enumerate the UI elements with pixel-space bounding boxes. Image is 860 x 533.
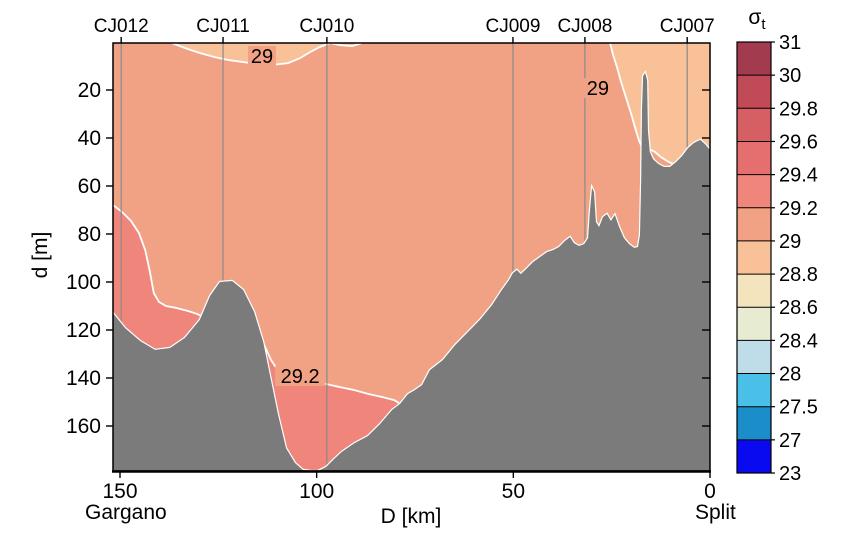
colorbar-tick-label: 29.4 <box>779 165 818 187</box>
colorbar-segment <box>737 274 771 308</box>
station-label-CJ009: CJ009 <box>485 16 540 37</box>
y-tick-label: 20 <box>78 79 101 102</box>
colorbar-tick-label: 28.4 <box>779 330 818 352</box>
colorbar-tick-label: 28 <box>779 364 801 386</box>
y-tick-label: 40 <box>78 127 101 150</box>
colorbar-tick-label: 30 <box>779 65 801 87</box>
colorbar-title: σt <box>735 6 779 33</box>
station-label-CJ011: CJ011 <box>196 16 250 37</box>
x-tick-label: 100 <box>299 480 334 503</box>
x-tick-label: 50 <box>502 480 525 503</box>
contour-line-c29_surface_lens <box>171 43 363 66</box>
contour-label: 29 <box>251 46 273 68</box>
colorbar-tick-label: 29.6 <box>779 131 818 153</box>
y-tick-label: 160 <box>66 415 101 438</box>
colorbar-tick-label: 29.8 <box>779 98 818 120</box>
sigma-subscript: t <box>761 16 766 34</box>
colorbar-segment <box>737 340 771 374</box>
station-label-CJ010: CJ010 <box>299 16 354 37</box>
right-endpoint-label: Split <box>695 501 736 524</box>
colorbar-tick-label: 31 <box>779 32 801 54</box>
contour-label-gap <box>583 78 612 99</box>
colorbar-segment <box>737 174 771 208</box>
x-tick-label: 150 <box>102 480 137 503</box>
colorbar-segment <box>737 42 771 76</box>
left-endpoint-label: Gargano <box>85 501 167 524</box>
sigma-symbol: σ <box>748 6 762 29</box>
colorbar-segment <box>737 75 771 109</box>
y-tick-label: 120 <box>66 319 101 342</box>
colorbar-tick-label: 27 <box>779 430 801 452</box>
contour-label: 29 <box>587 78 609 100</box>
x-tick-label: 0 <box>704 480 716 503</box>
colorbar-segment <box>737 373 771 407</box>
colorbar-tick-label: 28.6 <box>779 297 818 319</box>
y-tick-label: 60 <box>78 175 101 198</box>
y-tick-label: 100 <box>66 271 101 294</box>
band-28.8-29-right-region <box>610 43 710 174</box>
station-label-CJ007: CJ007 <box>660 16 715 37</box>
colorbar-tick-label: 29.2 <box>779 198 818 220</box>
colorbar-tick-label: 29 <box>779 231 801 253</box>
x-axis-label: D [km] <box>380 505 442 528</box>
contour-line-c29p2_left_wedge <box>113 204 206 319</box>
colorbar-segment <box>737 141 771 175</box>
colorbar-segment <box>737 240 771 275</box>
y-tick-label: 80 <box>78 223 101 246</box>
station-label-CJ008: CJ008 <box>557 16 612 37</box>
colorbar-segment <box>737 307 771 341</box>
colorbar: 31 30 29.8 29.6 29.4 29.2 29 28.8 28.6 28.4 28 27.5… <box>736 32 818 485</box>
y-axis-label: d [m] <box>29 231 52 279</box>
contour-label-gap <box>275 366 326 387</box>
colorbar-segment <box>737 108 771 142</box>
colorbar-border <box>736 41 772 474</box>
colorbar-tick-label: 27.5 <box>779 397 818 419</box>
colorbar-tick-label: 23 <box>779 463 801 485</box>
axes: 150 100 50 0 20 40 60 80 100 120 140 160 CJ012 CJ011 C… <box>66 16 716 503</box>
station-label-CJ012: CJ012 <box>94 16 149 37</box>
section-field: 29 29 29.2 <box>113 43 710 471</box>
contour-line-c29_right <box>609 43 674 165</box>
contour-label: 29.2 <box>281 366 320 388</box>
colorbar-segment <box>737 207 771 241</box>
colorbar-segment <box>737 439 771 473</box>
colorbar-tick-label: 28.8 <box>779 264 818 286</box>
contour-label-gap <box>247 45 276 66</box>
band-29.2-29.4-trough <box>258 331 399 471</box>
colorbar-segment <box>737 406 771 440</box>
seafloor-bathymetry <box>113 73 710 471</box>
y-tick-label: 140 <box>66 367 101 390</box>
